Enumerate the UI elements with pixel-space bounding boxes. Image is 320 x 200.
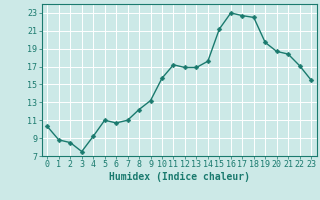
X-axis label: Humidex (Indice chaleur): Humidex (Indice chaleur) [109, 172, 250, 182]
